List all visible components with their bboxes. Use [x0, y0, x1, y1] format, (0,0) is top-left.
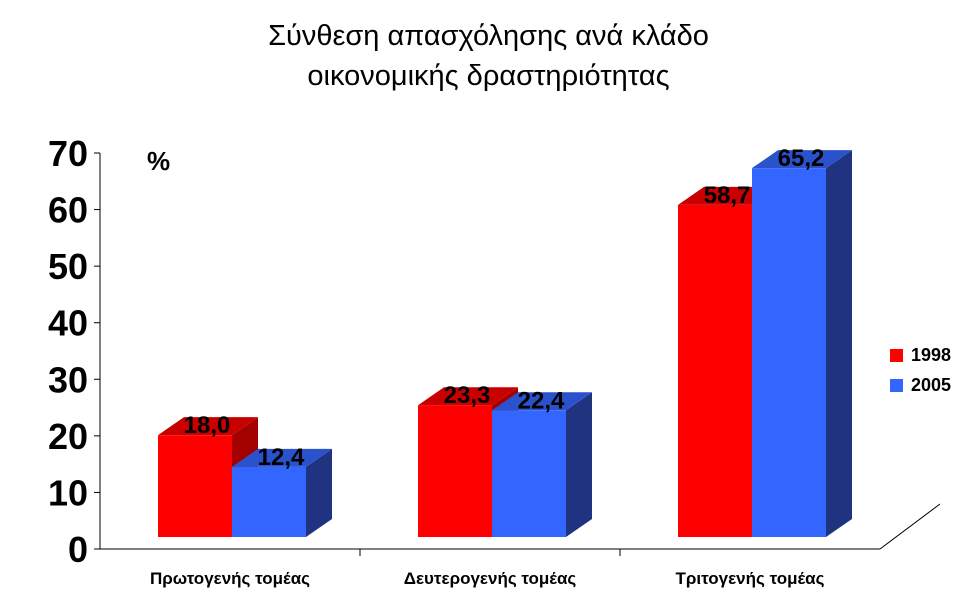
- bar: [158, 435, 232, 537]
- bar: [492, 410, 566, 537]
- data-label: 58,7: [704, 182, 751, 209]
- bar: [418, 405, 492, 537]
- chart-title-line-1: Σύνθεση απασχόλησης ανά κλάδο: [268, 20, 709, 52]
- data-label: 18,0: [184, 412, 231, 439]
- data-label: 22,4: [518, 387, 565, 414]
- x-tick-label: Τριτογενής τομέας: [676, 569, 825, 588]
- legend-swatch-2005: [890, 378, 903, 392]
- bar-top-face: [418, 387, 518, 406]
- y-tick-label: 20: [48, 416, 88, 457]
- x-tick-label: Πρωτογενής τομέας: [150, 569, 310, 588]
- legend-item-1998: 1998: [890, 340, 951, 370]
- y-tick-label: 50: [48, 246, 88, 287]
- y-tick-label: 0: [68, 529, 88, 570]
- bar-top-face: [158, 417, 258, 436]
- bar-side-face: [826, 150, 852, 537]
- bar-top-face: [752, 150, 852, 169]
- data-label: 23,3: [444, 382, 491, 409]
- data-label: 12,4: [258, 444, 305, 471]
- y-tick-label: 40: [48, 303, 88, 344]
- legend: 1998 2005: [890, 340, 951, 400]
- bar-top-face: [232, 448, 332, 467]
- legend-label-1998: 1998: [911, 344, 952, 365]
- bar: [232, 466, 306, 537]
- bar-top-face: [492, 392, 592, 411]
- chart-title: Σύνθεση απασχόλησης ανά κλάδο οικονομική…: [0, 16, 977, 96]
- y-tick-label: 60: [48, 190, 88, 231]
- data-label: 65,2: [778, 145, 825, 172]
- bar: [678, 204, 752, 537]
- y-tick-label: 30: [48, 359, 88, 400]
- legend-label-2005: 2005: [911, 374, 952, 395]
- legend-swatch-1998: [890, 348, 903, 362]
- legend-item-2005: 2005: [890, 370, 951, 400]
- floor-edge-line: [879, 503, 941, 550]
- x-tick-label: Δευτερογενής τομέας: [404, 569, 577, 588]
- bar-side-face: [566, 392, 592, 537]
- chart-title-line-2: οικονομικής δραστηριότητας: [307, 60, 670, 92]
- y-axis-label: %: [147, 146, 170, 176]
- y-tick-label: 10: [48, 472, 88, 513]
- y-tick-label: 70: [48, 133, 88, 174]
- bar-side-face: [306, 448, 332, 537]
- bar: [752, 168, 826, 537]
